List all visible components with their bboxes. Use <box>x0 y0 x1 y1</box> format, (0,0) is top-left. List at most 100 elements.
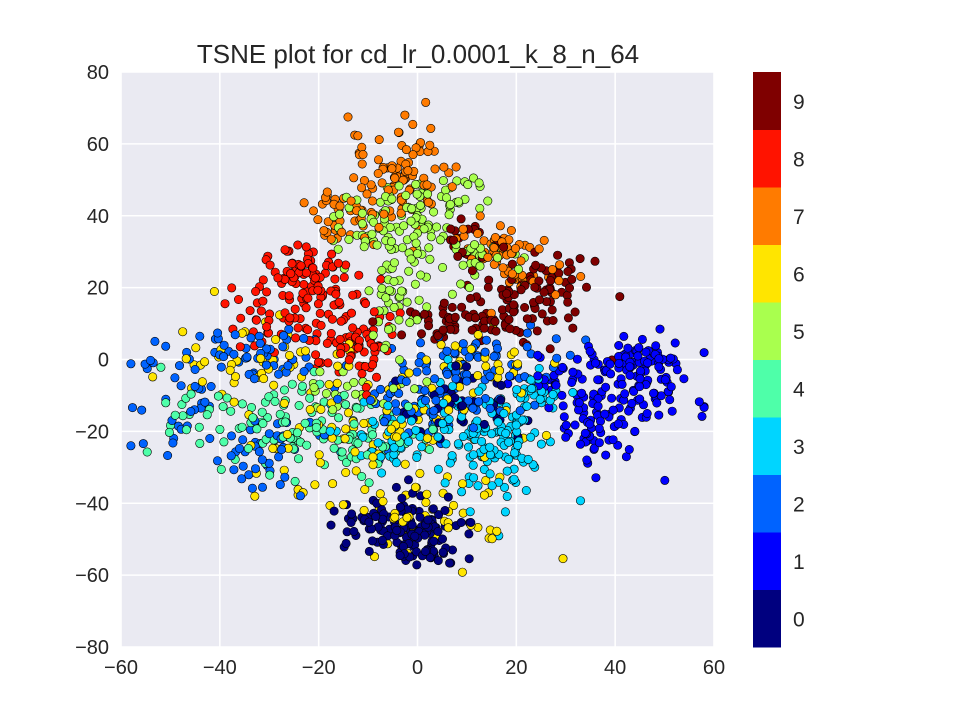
scatter-point <box>499 242 509 252</box>
scatter-point <box>425 140 435 150</box>
scatter-point <box>502 289 512 299</box>
scatter-point <box>360 299 370 309</box>
scatter-point <box>477 436 487 446</box>
scatter-point <box>303 293 313 303</box>
scatter-point <box>520 302 530 312</box>
scatter-point <box>368 460 378 470</box>
scatter-point <box>567 274 577 284</box>
scatter-point <box>300 418 310 428</box>
scatter-point <box>400 459 410 469</box>
scatter-point <box>279 398 289 408</box>
scatter-point <box>237 474 247 484</box>
scatter-point <box>128 403 138 413</box>
scatter-point <box>526 432 536 442</box>
scatter-point <box>563 297 573 307</box>
scatter-point <box>523 454 533 464</box>
scatter-point <box>333 244 343 254</box>
scatter-point <box>331 289 341 299</box>
scatter-point <box>251 286 261 296</box>
scatter-point <box>376 274 386 284</box>
scatter-point <box>301 303 311 313</box>
scatter-point <box>269 380 279 390</box>
scatter-point <box>344 355 354 365</box>
scatter-point <box>507 259 517 269</box>
scatter-point <box>333 361 343 371</box>
scatter-point <box>310 273 320 283</box>
scatter-point <box>372 240 382 250</box>
scatter-point <box>534 295 544 305</box>
scatter-point <box>227 283 237 293</box>
scatter-point <box>327 249 337 259</box>
scatter-point <box>470 313 480 323</box>
colorbar-segment <box>753 589 781 648</box>
scatter-point <box>456 279 466 289</box>
scatter-point <box>535 394 545 404</box>
scatter-point <box>359 505 369 515</box>
scatter-point <box>492 253 502 263</box>
scatter-point <box>258 296 268 306</box>
scatter-point <box>479 419 489 429</box>
scatter-point <box>564 283 574 293</box>
scatter-point <box>300 346 310 356</box>
scatter-point <box>457 567 467 577</box>
scatter-point <box>311 350 321 360</box>
scatter-point <box>297 381 307 391</box>
scatter-point <box>694 397 704 407</box>
scatter-point <box>483 252 493 262</box>
scatter-point <box>231 372 241 382</box>
scatter-point <box>367 430 377 440</box>
scatter-point <box>299 198 309 208</box>
scatter-point <box>181 354 191 364</box>
scatter-point <box>347 509 357 519</box>
scatter-point <box>270 396 280 406</box>
scatter-point <box>175 361 185 371</box>
scatter-point <box>590 358 600 368</box>
scatter-point <box>308 206 318 216</box>
scatter-point <box>430 374 440 384</box>
scatter-point <box>654 354 664 364</box>
scatter-point <box>536 439 546 449</box>
scatter-point <box>405 318 415 328</box>
scatter-point <box>445 324 455 334</box>
scatter-point <box>316 404 326 414</box>
scatter-point <box>148 372 158 382</box>
scatter-point <box>325 426 335 436</box>
scatter-point <box>389 302 399 312</box>
scatter-point <box>287 259 297 269</box>
scatter-point <box>186 406 196 416</box>
scatter-point <box>422 180 432 190</box>
scatter-point <box>468 403 478 413</box>
scatter-point <box>219 352 229 362</box>
scatter-point <box>570 307 580 317</box>
scatter-point <box>414 358 424 368</box>
scatter-point <box>349 173 359 183</box>
scatter-point <box>641 347 651 357</box>
colorbar-label: 6 <box>793 263 805 286</box>
x-axis-ticks: −60 −40 −20 0 20 40 60 <box>104 657 725 679</box>
scatter-point <box>225 365 235 375</box>
scatter-point <box>619 331 629 341</box>
y-tick-label: 20 <box>87 278 109 300</box>
scatter-point <box>489 351 499 361</box>
scatter-point <box>625 370 635 380</box>
scatter-point <box>428 424 438 434</box>
scatter-point <box>531 260 541 270</box>
scatter-point <box>295 491 305 501</box>
scatter-point <box>447 182 457 192</box>
scatter-point <box>126 441 136 451</box>
scatter-point <box>126 359 136 369</box>
scatter-point <box>624 406 634 416</box>
scatter-point <box>394 315 404 325</box>
scatter-point <box>374 222 384 232</box>
scatter-point <box>643 358 653 368</box>
scatter-point <box>414 295 424 305</box>
scatter-point <box>432 222 442 232</box>
scatter-point <box>433 331 443 341</box>
scatter-point <box>516 285 526 295</box>
scatter-point <box>456 517 466 527</box>
scatter-point <box>582 455 592 465</box>
scatter-point <box>474 178 484 188</box>
scatter-point <box>291 333 301 343</box>
scatter-point <box>412 560 422 570</box>
scatter-point <box>313 357 323 367</box>
